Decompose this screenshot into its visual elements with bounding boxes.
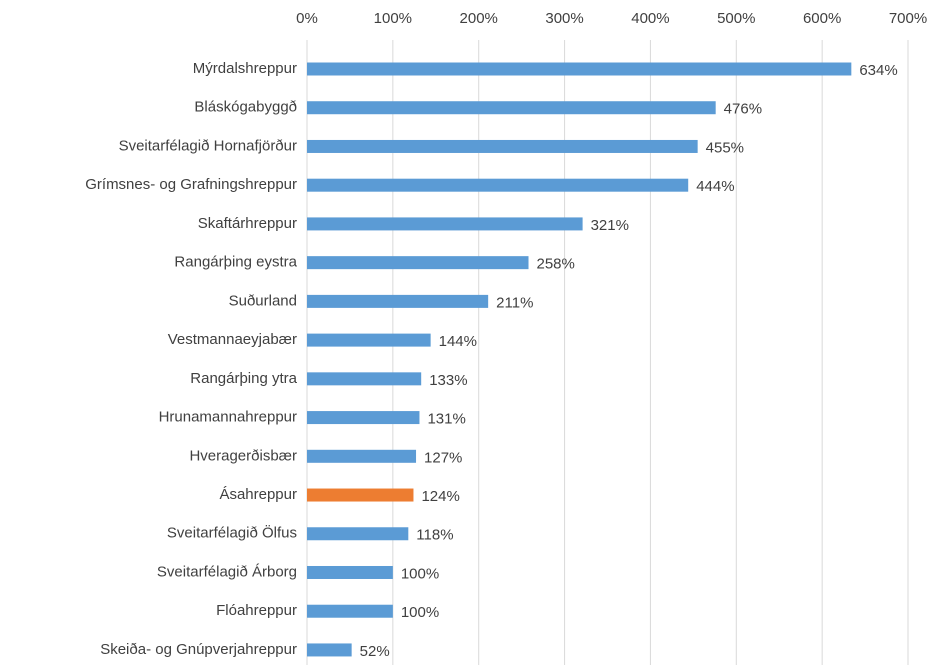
data-label: 455% [706,139,744,156]
x-tick-label: 500% [717,10,755,27]
data-label: 127% [424,449,462,466]
data-label: 144% [439,333,477,350]
y-tick-label: Flóahreppur [216,602,297,619]
y-tick-label: Rangárþing eystra [174,254,297,271]
data-label: 258% [537,256,575,273]
bar [307,565,393,579]
x-tick-label: 100% [374,10,412,27]
data-label: 133% [429,372,467,389]
data-label: 131% [427,411,465,428]
y-tick-label: Sveitarfélagið Hornafjörður [119,137,297,154]
data-label: 118% [416,527,453,544]
x-tick-label: 400% [631,10,669,27]
data-label: 444% [696,178,734,195]
y-tick-label: Grímsnes- og Grafningshreppur [85,176,297,193]
data-label: 100% [401,604,439,621]
y-tick-label: Vestmannaeyjabær [168,331,297,348]
bar [307,604,393,618]
x-tick-label: 700% [889,10,927,27]
x-tick-label: 0% [296,10,318,27]
y-tick-label: Sveitarfélagið Árborg [157,563,297,580]
x-tick-label: 200% [460,10,498,27]
y-tick-label: Ásahreppur [219,486,297,503]
bar [307,449,417,463]
y-tick-label: Suðurland [229,292,297,309]
x-tick-label: 300% [545,10,583,27]
y-tick-label: Skaftárhreppur [198,215,297,232]
y-tick-label: Mýrdalshreppur [193,60,297,77]
bar [307,643,352,657]
y-tick-label: Skeiða- og Gnúpverjahreppur [100,641,297,658]
bar [307,217,583,231]
bar [307,139,698,153]
bar [307,178,689,192]
y-tick-label: Rangárþing ytra [190,370,297,387]
bar [307,372,422,386]
bar [307,62,852,76]
y-tick-label: Bláskógabyggð [194,99,297,116]
bar [307,294,489,308]
bar [307,333,431,347]
bar [307,256,529,270]
data-label: 634% [859,62,897,79]
data-label: 52% [360,643,390,660]
data-label: 321% [591,217,629,234]
data-label: 100% [401,565,439,582]
bar [307,488,414,502]
bar [307,101,716,115]
bar [307,527,409,541]
data-label: 476% [724,101,762,118]
bar [307,411,420,425]
y-tick-label: Hrunamannahreppur [159,409,297,426]
x-tick-label: 600% [803,10,841,27]
y-tick-label: Hveragerðisbær [189,447,297,464]
data-label: 211% [496,294,533,311]
y-tick-label: Sveitarfélagið Ölfus [167,524,297,542]
data-label: 124% [421,488,459,505]
